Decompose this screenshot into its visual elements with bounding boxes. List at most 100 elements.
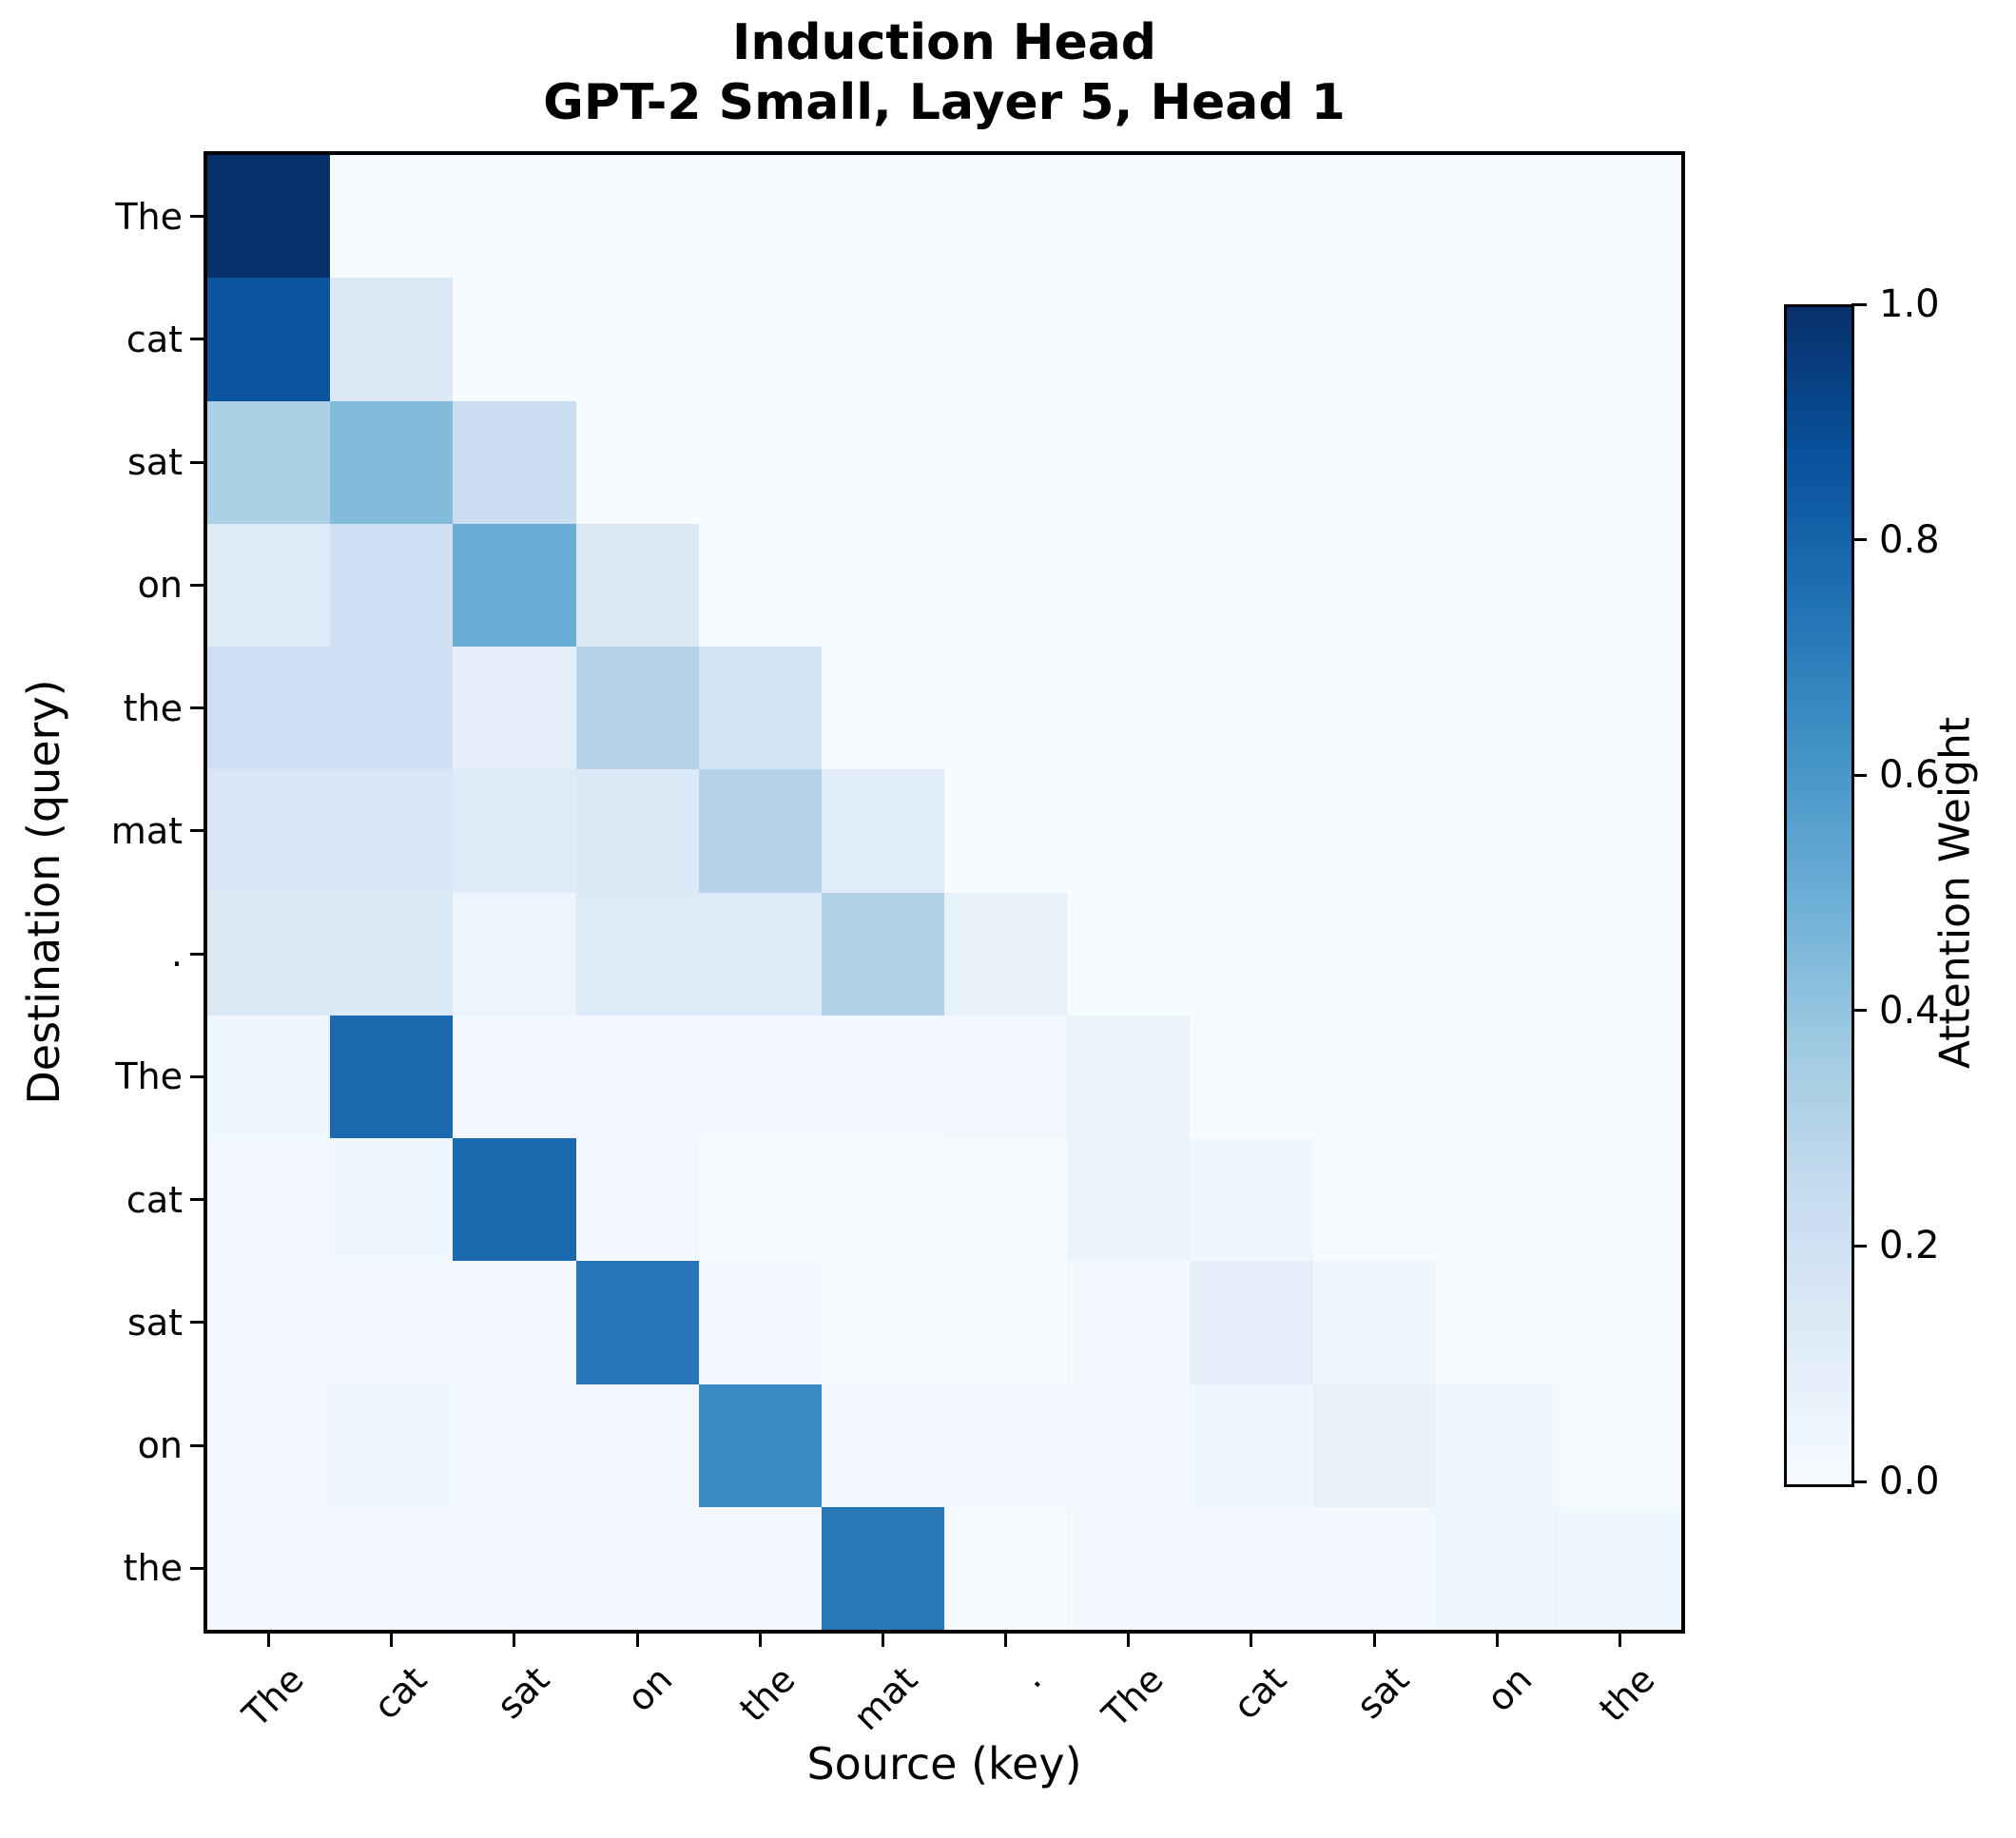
- heatmap-cell: [207, 155, 331, 279]
- heatmap-cell: [1558, 155, 1681, 279]
- x-tickmark: [390, 1634, 394, 1647]
- y-tick-label: The: [115, 1055, 183, 1098]
- x-tickmark: [267, 1634, 271, 1647]
- x-tick-label: The: [1094, 1658, 1172, 1736]
- y-tick-label: cat: [126, 318, 183, 360]
- heatmap-cell: [821, 769, 944, 893]
- x-axis-title: Source (key): [806, 1738, 1082, 1790]
- heatmap-cell: [1312, 278, 1436, 401]
- heatmap-cell: [1067, 1506, 1191, 1630]
- heatmap-cell: [453, 647, 576, 770]
- heatmap-cell: [1312, 769, 1436, 893]
- heatmap-cell: [330, 523, 454, 647]
- heatmap-cell: [330, 1261, 454, 1384]
- heatmap-cell: [1312, 1383, 1436, 1507]
- colorbar-tick-label: 1.0: [1879, 282, 1940, 326]
- y-tick-label: .: [170, 933, 183, 976]
- heatmap-cell: [453, 155, 576, 279]
- heatmap-cell: [944, 155, 1068, 279]
- heatmap-cell: [944, 1138, 1068, 1262]
- chart-title-line2: GPT-2 Small, Layer 5, Head 1: [543, 74, 1346, 132]
- x-tick-label: on: [1478, 1658, 1541, 1720]
- x-tickmark: [1372, 1634, 1376, 1647]
- heatmap-cell: [207, 1506, 331, 1630]
- heatmap-cell: [944, 1015, 1068, 1138]
- colorbar-tickmark: [1851, 773, 1867, 777]
- heatmap-cell: [944, 769, 1068, 893]
- heatmap-cell: [1190, 1383, 1313, 1507]
- y-tickmark: [190, 706, 204, 710]
- x-tickmark: [1618, 1634, 1621, 1647]
- heatmap-cell: [1435, 892, 1559, 1016]
- x-tick-label: the: [1591, 1658, 1663, 1731]
- x-tickmark: [635, 1634, 639, 1647]
- heatmap-cell: [1558, 1138, 1681, 1262]
- heatmap-cell: [330, 892, 454, 1016]
- y-tick-label: mat: [110, 809, 183, 852]
- heatmap-cell: [698, 769, 822, 893]
- heatmap-cell: [1067, 400, 1191, 524]
- heatmap-cell: [575, 647, 699, 770]
- heatmap-cell: [698, 400, 822, 524]
- heatmap-cell: [821, 155, 944, 279]
- heatmap-cell: [1190, 1015, 1313, 1138]
- chart-title: Induction Head GPT-2 Small, Layer 5, Hea…: [207, 13, 1681, 134]
- heatmap-cell: [453, 1261, 576, 1384]
- heatmap-cell: [944, 1506, 1068, 1630]
- colorbar-tickmark: [1851, 538, 1867, 542]
- heatmap-cell: [1435, 769, 1559, 893]
- heatmap-cell: [575, 523, 699, 647]
- x-tick-label: sat: [1348, 1658, 1418, 1728]
- heatmap-cell: [330, 1506, 454, 1630]
- x-tickmark: [1495, 1634, 1499, 1647]
- heatmap-cell: [453, 1015, 576, 1138]
- heatmap-cell: [1067, 278, 1191, 401]
- heatmap-cell: [330, 1138, 454, 1262]
- x-tickmark: [1250, 1634, 1253, 1647]
- heatmap-cell: [575, 1383, 699, 1507]
- y-tickmark: [190, 1566, 204, 1570]
- heatmap-cell: [207, 523, 331, 647]
- heatmap-cell: [1067, 892, 1191, 1016]
- heatmap-cell: [1558, 1383, 1681, 1507]
- heatmap-cell: [944, 1261, 1068, 1384]
- heatmap-cell: [1558, 400, 1681, 524]
- colorbar-tick-label: 0.4: [1879, 988, 1940, 1033]
- heatmap-cell: [698, 1015, 822, 1138]
- heatmap-cell: [698, 1138, 822, 1262]
- heatmap-cell: [1312, 1138, 1436, 1262]
- heatmap-cell: [1190, 1138, 1313, 1262]
- y-tickmark: [190, 829, 204, 833]
- x-tick-label: the: [731, 1658, 804, 1731]
- heatmap-cell: [1312, 523, 1436, 647]
- heatmap-cell: [453, 400, 576, 524]
- heatmap-cell: [453, 278, 576, 401]
- heatmap-cell: [821, 1138, 944, 1262]
- heatmap-cell: [1312, 647, 1436, 770]
- colorbar-tickmark: [1851, 302, 1867, 306]
- heatmap-cell: [1067, 1261, 1191, 1384]
- y-tick-label: the: [123, 687, 183, 729]
- y-tick-label: sat: [127, 1301, 183, 1344]
- colorbar-tick-label: 0.0: [1879, 1460, 1940, 1503]
- heatmap-cell: [1190, 1261, 1313, 1384]
- heatmap-cell: [1558, 1261, 1681, 1384]
- heatmap-cell: [453, 769, 576, 893]
- heatmap-cell: [1558, 892, 1681, 1016]
- heatmap-cell: [1558, 647, 1681, 770]
- y-tick-label: sat: [127, 441, 183, 484]
- heatmap-cell: [1435, 523, 1559, 647]
- heatmap-cell: [821, 278, 944, 401]
- heatmap-cell: [1558, 769, 1681, 893]
- heatmap-cell: [1435, 1138, 1559, 1262]
- heatmap-cell: [1190, 523, 1313, 647]
- heatmap-cell: [575, 892, 699, 1016]
- heatmap-cell: [575, 769, 699, 893]
- x-tick-label: cat: [364, 1658, 435, 1728]
- heatmap-cell: [575, 1138, 699, 1262]
- colorbar-tick-label: 0.8: [1879, 517, 1940, 562]
- heatmap-cell: [207, 892, 331, 1016]
- heatmap-cell: [330, 278, 454, 401]
- y-tickmark: [190, 1443, 204, 1447]
- heatmap-cell: [1190, 769, 1313, 893]
